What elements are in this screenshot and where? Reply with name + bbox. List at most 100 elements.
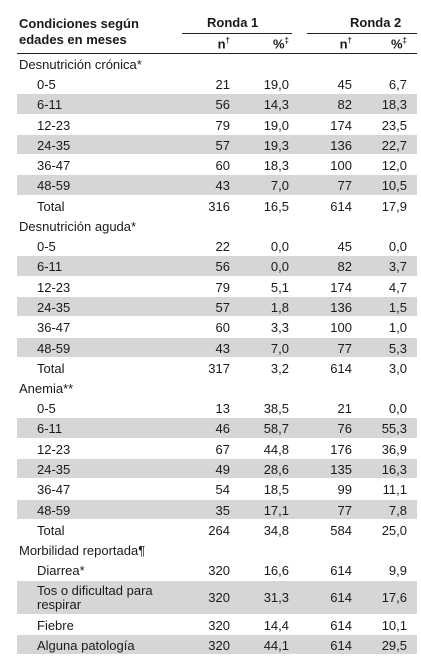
table-row: Total 316 16,5 614 17,9 <box>17 196 417 217</box>
section-title: Morbilidad reportada¶ <box>19 543 146 559</box>
round1-pct-cell: 0,0 <box>270 239 289 255</box>
round1-n-cell: 320 <box>208 563 230 579</box>
round1-n-cell: 57 <box>215 299 230 315</box>
round2-n-cell: 614 <box>330 563 352 579</box>
row-label: 48-59 <box>37 340 71 356</box>
round2-pct-cell: 9,9 <box>388 563 407 579</box>
round2-n-cell: 21 <box>337 401 352 417</box>
round1-n-cell: 317 <box>208 360 230 376</box>
row-label: 36-47 <box>37 482 71 498</box>
round1-n-cell: 54 <box>215 482 230 498</box>
row-label: Diarrea* <box>37 563 85 579</box>
round2-n-cell: 100 <box>330 158 352 174</box>
section-header: Morbilidad reportada¶ <box>17 540 417 561</box>
section-title: Desnutrición aguda* <box>19 219 137 235</box>
round1-n-cell: 79 <box>215 279 230 295</box>
round2-pct-cell: 23,5 <box>381 117 407 133</box>
round1-n-cell: 49 <box>215 462 230 478</box>
row-label: 6-11 <box>37 97 63 113</box>
round2-pct-cell: 6,7 <box>388 77 407 92</box>
round1-n-cell: 60 <box>215 320 230 336</box>
round2-n-cell: 76 <box>337 421 352 437</box>
row-label: 24-35 <box>37 462 71 478</box>
round1-n-cell: 320 <box>208 617 230 633</box>
row-label: 12-23 <box>37 441 71 457</box>
round1-header: Ronda 1 <box>207 15 259 30</box>
round1-n-cell: 21 <box>215 77 230 92</box>
section-header: Desnutrición crónica* <box>17 54 417 74</box>
round1-pct-cell: 5,1 <box>270 279 289 295</box>
round1-pct-cell: 3,2 <box>270 360 289 376</box>
round1-pct-cell: 7,0 <box>270 340 289 356</box>
round1-n-cell: 43 <box>215 178 230 194</box>
round1-pct-cell: 14,3 <box>263 97 289 113</box>
table-row: 12-23 79 19,0 174 23,5 <box>17 115 417 135</box>
round2-n-cell: 614 <box>330 637 352 653</box>
table-row: 36-47 54 18,5 99 11,1 <box>17 479 417 500</box>
round2-pct-cell: 3,0 <box>388 360 407 376</box>
round2-n-cell: 584 <box>330 522 352 538</box>
round2-n-cell: 176 <box>330 441 352 457</box>
round2-pct-cell: 3,7 <box>388 259 407 275</box>
table-row: Total 317 3,2 614 3,0 <box>17 358 417 379</box>
round1-pct-cell: 18,3 <box>263 158 289 174</box>
round2-pct-cell: 4,7 <box>388 279 407 295</box>
round1-pct-cell: 28,6 <box>263 462 289 478</box>
table-row: 0-5 21 19,0 45 6,7 <box>17 74 417 95</box>
row-label: 24-35 <box>37 137 71 153</box>
row-label: Total <box>37 198 65 214</box>
round2-pct-cell: 18,3 <box>381 97 407 113</box>
round1-n-cell: 320 <box>208 589 230 605</box>
round2-pct-cell: 10,1 <box>381 617 407 633</box>
round1-pct-cell: 19,3 <box>263 137 289 153</box>
row-label: 0-5 <box>37 77 56 92</box>
row-label: Total <box>37 360 65 376</box>
round1-pct-cell: 38,5 <box>263 401 289 417</box>
round1-n-cell: 60 <box>215 158 230 174</box>
round2-pct-cell: 1,0 <box>388 320 407 336</box>
row-label: 0-5 <box>37 401 56 417</box>
round2-n-cell: 99 <box>337 482 352 498</box>
round2-n-cell: 45 <box>337 77 352 92</box>
table-row: Tos o dificultad para respirar 320 31,3 614… <box>17 580 417 615</box>
round1-pct-cell: 1,8 <box>270 299 289 315</box>
round1-n-cell: 264 <box>208 522 230 538</box>
table-row: Fiebre 320 14,4 614 10,1 <box>17 615 417 635</box>
table-row: 24-35 49 28,6 135 16,3 <box>17 459 417 480</box>
table-header: Condiciones según edades en meses Ronda … <box>17 12 417 54</box>
round2-header: Ronda 2 <box>350 15 402 30</box>
round2-n-cell: 77 <box>337 178 352 194</box>
row-label: 36-47 <box>37 320 71 336</box>
table-row: 12-23 79 5,1 174 4,7 <box>17 277 417 297</box>
section-header: Anemia** <box>17 378 417 399</box>
round2-pct-cell: 36,9 <box>381 441 407 457</box>
table-row: 0-5 22 0,0 45 0,0 <box>17 236 417 257</box>
round2-pct-cell: 12,0 <box>381 158 407 174</box>
table-row: Alguna patología 320 44,1 614 29,5 <box>17 634 417 656</box>
round2-pct-cell: 55,3 <box>381 421 407 437</box>
table-row: 48-59 43 7,0 77 10,5 <box>17 175 417 196</box>
row-label: Tos o dificultad para respirar <box>37 582 153 612</box>
round2-pct-cell: 5,3 <box>388 340 407 356</box>
round2-pct-cell: 0,0 <box>388 401 407 417</box>
round1-n-cell: 56 <box>215 259 230 275</box>
round2-n-cell: 614 <box>330 589 352 605</box>
round2-n-cell: 136 <box>330 299 352 315</box>
round2-pct-cell: 7,8 <box>388 502 407 518</box>
section-header: Desnutrición aguda* <box>17 216 417 237</box>
round1-n-cell: 22 <box>215 239 230 255</box>
round2-n-cell: 136 <box>330 137 352 153</box>
round1-pct-cell: 16,5 <box>263 198 289 214</box>
round1-pct-cell: 19,0 <box>263 117 289 133</box>
round1-n-cell: 56 <box>215 97 230 113</box>
round2-pct-cell: 17,6 <box>381 589 407 605</box>
condition-header: Condiciones según edades en meses <box>19 16 169 48</box>
round1-n-cell: 320 <box>208 637 230 653</box>
table-row: 36-47 60 18,3 100 12,0 <box>17 155 417 176</box>
round2-n-cell: 174 <box>330 279 352 295</box>
header-bottom-rule <box>17 53 417 54</box>
table-body: Desnutrición crónica* 0-5 21 19,0 45 6,7 6-11 5… <box>17 54 417 656</box>
row-label: 12-23 <box>37 117 71 133</box>
round2-n-cell: 82 <box>337 259 352 275</box>
round1-rule <box>182 33 292 34</box>
